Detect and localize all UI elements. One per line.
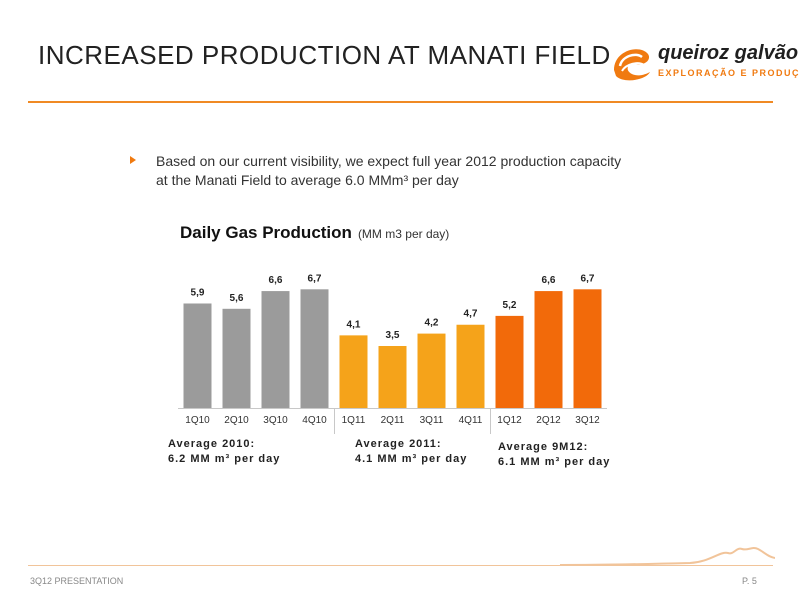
gas-production-chart: 5,9 1Q10 5,6 2Q10 6,6 3Q10 6,7 4Q10 4,1 1Q11 3,5 2Q… xyxy=(170,215,610,475)
data-label-2Q12: 6,6 xyxy=(542,275,556,286)
tick-label-2Q12: 2Q12 xyxy=(536,415,561,426)
data-label-4Q10: 6,7 xyxy=(308,273,322,284)
data-label-4Q11: 4,7 xyxy=(464,309,478,320)
bar-4Q11 xyxy=(456,324,485,408)
bar-chart-canvas: 5,9 1Q10 5,6 2Q10 6,6 3Q10 6,7 4Q10 4,1 1Q11 3,5 2Q… xyxy=(178,273,607,434)
average-label: Average 9M12: xyxy=(498,441,589,453)
average-value: 4.1 MM m³ per day xyxy=(355,453,468,465)
bar-1Q11 xyxy=(339,335,368,408)
bar-2Q10 xyxy=(222,308,251,408)
bullet-arrow-icon xyxy=(130,156,136,164)
bar-3Q10 xyxy=(261,291,290,408)
average-label: Average 2010: xyxy=(168,438,256,450)
tick-label-2Q11: 2Q11 xyxy=(381,415,405,426)
average-2011: Average 2011: 4.1 MM m³ per day xyxy=(355,437,467,467)
bar-1Q12 xyxy=(495,315,524,408)
header-divider xyxy=(28,101,773,103)
page-title: INCREASED PRODUCTION AT MANATI FIELD xyxy=(38,40,611,70)
data-label-2Q11: 3,5 xyxy=(386,330,400,341)
data-label-1Q12: 5,2 xyxy=(503,300,517,311)
average-2010: Average 2010: 6.2 MM m³ per day xyxy=(168,437,280,467)
data-label-1Q11: 4,1 xyxy=(347,319,361,330)
company-logo: queiroz galvão EXPLORAÇÃO E PRODUÇÃO xyxy=(610,40,800,84)
bar-2Q12 xyxy=(534,291,563,408)
average-value: 6.2 MM m³ per day xyxy=(168,453,281,465)
bar-3Q11 xyxy=(417,333,446,408)
chart-unit: (MM m3 per day) xyxy=(357,227,450,241)
chart-title: Daily Gas Production (MM m3 per day) xyxy=(180,223,449,243)
tick-label-3Q11: 3Q11 xyxy=(420,415,444,426)
bar-3Q12 xyxy=(573,289,602,408)
data-label-2Q10: 5,6 xyxy=(230,293,244,304)
tick-label-2Q10: 2Q10 xyxy=(224,415,249,426)
average-label: Average 2011: xyxy=(355,438,442,450)
page-number: P. 5 xyxy=(742,576,757,586)
footer-wave-decoration xyxy=(560,547,775,566)
tick-label-4Q11: 4Q11 xyxy=(459,415,483,426)
tick-label-1Q12: 1Q12 xyxy=(497,415,522,426)
tick-label-1Q11: 1Q11 xyxy=(342,415,366,426)
data-label-1Q10: 5,9 xyxy=(191,287,205,298)
bullet-text: Based on our current visibility, we expe… xyxy=(156,153,622,188)
data-label-3Q11: 4,2 xyxy=(425,318,439,329)
footer-presentation-label: 3Q12 PRESENTATION xyxy=(30,576,124,586)
data-label-3Q10: 6,6 xyxy=(269,275,283,286)
bar-2Q11 xyxy=(378,346,407,408)
average-value: 6.1 MM m³ per day xyxy=(498,456,611,468)
logo-subtitle-text: EXPLORAÇÃO E PRODUÇÃO xyxy=(658,68,800,78)
tick-label-1Q10: 1Q10 xyxy=(185,415,210,426)
data-label-3Q12: 6,7 xyxy=(581,273,595,284)
bar-1Q10 xyxy=(183,303,212,408)
tick-label-3Q10: 3Q10 xyxy=(263,415,288,426)
logo-swirl-icon xyxy=(614,49,650,81)
bar-4Q10 xyxy=(300,289,329,408)
tick-label-4Q10: 4Q10 xyxy=(302,415,327,426)
footer-divider xyxy=(28,565,773,566)
chart-title-text: Daily Gas Production xyxy=(180,223,352,242)
tick-label-3Q12: 3Q12 xyxy=(575,415,600,426)
average-9m12: Average 9M12: 6.1 MM m³ per day xyxy=(498,440,610,470)
logo-brand-text: queiroz galvão xyxy=(658,42,799,64)
